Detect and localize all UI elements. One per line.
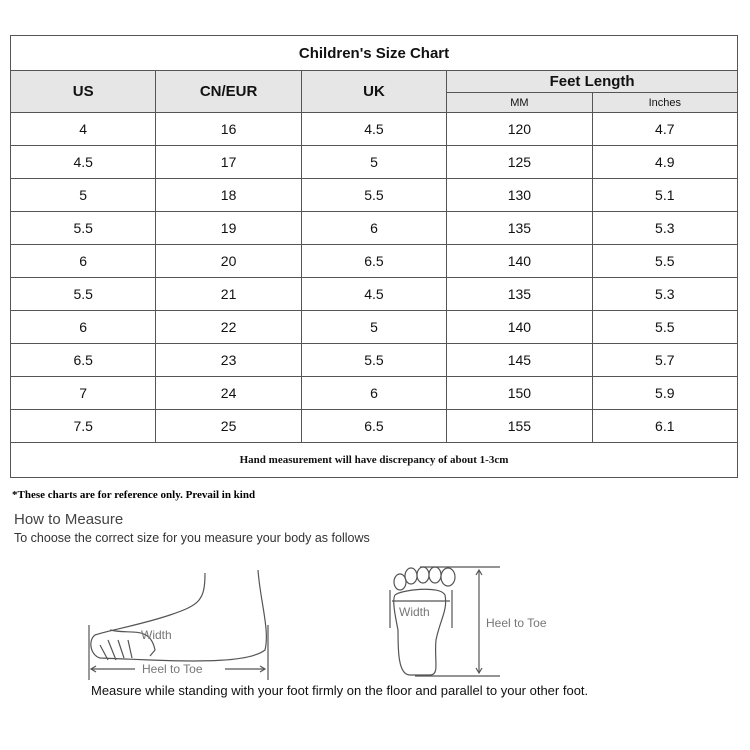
header-feet-length: Feet Length — [446, 70, 738, 93]
reference-note: *These charts are for reference only. Pr… — [12, 489, 256, 501]
cell-cneur: 25 — [155, 409, 302, 443]
cell-uk: 5.5 — [300, 178, 448, 212]
cell-us: 7 — [9, 376, 157, 410]
measure-heading: How to Measure — [14, 511, 124, 528]
cell-cneur: 16 — [155, 112, 302, 146]
table-row: 5 18 5.5 130 5.1 — [9, 178, 739, 212]
side-width-label: Width — [141, 628, 172, 642]
header-cneur: CN/EUR — [155, 70, 302, 113]
cell-inches: 5.3 — [591, 277, 739, 311]
cell-uk: 4.5 — [300, 277, 448, 311]
cell-us: 4 — [9, 112, 157, 146]
cell-cneur: 23 — [155, 343, 302, 377]
side-foot-drawing: Width Heel to Toe — [88, 569, 269, 680]
chart-footer: Hand measurement will have discrepancy o… — [10, 442, 738, 478]
cell-inches: 6.1 — [591, 409, 739, 443]
table-row: 6 20 6.5 140 5.5 — [9, 244, 739, 278]
header-uk: UK — [300, 70, 448, 113]
cell-cneur: 22 — [155, 310, 302, 344]
cell-us: 4.5 — [9, 145, 157, 179]
top-width-label: Width — [399, 605, 430, 619]
table-row: 7.5 25 6.5 155 6.1 — [9, 409, 739, 443]
side-length-label: Heel to Toe — [142, 662, 203, 676]
top-foot-drawing: Width Heel to Toe — [389, 566, 547, 677]
table-row: 6.5 23 5.5 145 5.7 — [9, 343, 739, 377]
cell-uk: 5 — [300, 310, 448, 344]
header-us: US — [9, 70, 157, 113]
cell-inches: 4.7 — [591, 112, 739, 146]
cell-uk: 6 — [300, 376, 448, 410]
cell-mm: 135 — [446, 211, 593, 245]
cell-uk: 6 — [300, 211, 448, 245]
measure-caption: Measure while standing with your foot fi… — [91, 683, 589, 698]
top-length-label: Heel to Toe — [486, 616, 547, 630]
cell-uk: 5.5 — [300, 343, 448, 377]
chart-title: Children's Size Chart — [10, 35, 738, 71]
size-chart-table: Children's Size Chart US CN/EUR UK Feet … — [9, 35, 739, 478]
cell-inches: 5.5 — [591, 310, 739, 344]
table-row: 5.5 21 4.5 135 5.3 — [9, 277, 739, 311]
cell-cneur: 18 — [155, 178, 302, 212]
table-row: 4 16 4.5 120 4.7 — [9, 112, 739, 146]
cell-us: 6 — [9, 244, 157, 278]
measure-intro: To choose the correct size for you measu… — [14, 531, 370, 545]
cell-mm: 150 — [446, 376, 593, 410]
cell-cneur: 24 — [155, 376, 302, 410]
cell-mm: 145 — [446, 343, 593, 377]
cell-cneur: 19 — [155, 211, 302, 245]
cell-mm: 120 — [446, 112, 593, 146]
cell-us: 5.5 — [9, 277, 157, 311]
header-inches: Inches — [591, 92, 739, 113]
cell-mm: 140 — [446, 310, 593, 344]
header-mm: MM — [446, 92, 593, 113]
cell-uk: 4.5 — [300, 112, 448, 146]
cell-mm: 155 — [446, 409, 593, 443]
cell-us: 5 — [9, 178, 157, 212]
table-row: 6 22 5 140 5.5 — [9, 310, 739, 344]
